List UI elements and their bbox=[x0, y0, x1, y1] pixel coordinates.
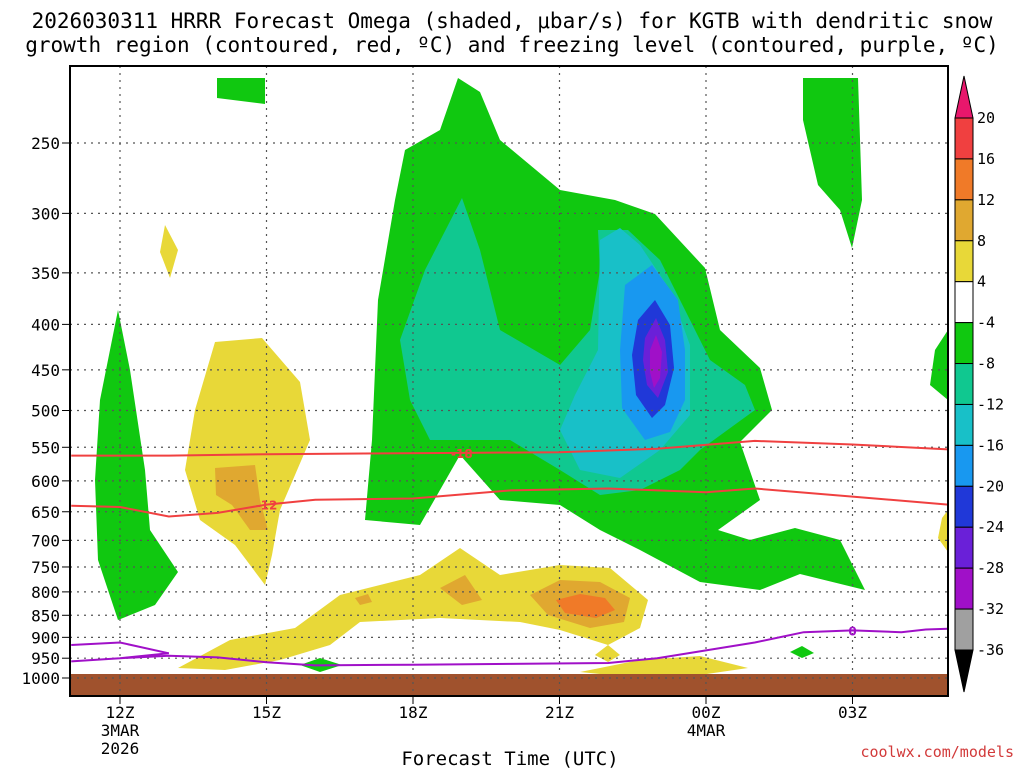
colorbar-level-label: 20 bbox=[977, 109, 995, 127]
omega-area-orange-core bbox=[556, 594, 615, 618]
omega-shading bbox=[70, 78, 948, 696]
colorbar-level-label: -32 bbox=[977, 600, 1004, 618]
y-tick-label: 400 bbox=[31, 315, 60, 334]
colorbar-level-label: 4 bbox=[977, 273, 986, 291]
colorbar-segment bbox=[954, 281, 974, 324]
y-tick-label: 500 bbox=[31, 402, 60, 421]
y-tick-label: 900 bbox=[31, 628, 60, 647]
x-tick-date-label: 4MAR bbox=[687, 721, 726, 740]
omega-area-orange-small bbox=[355, 594, 372, 605]
y-tick-label: 750 bbox=[31, 558, 60, 577]
x-axis-title: Forecast Time (UTC) bbox=[401, 748, 618, 768]
colorbar-segment bbox=[954, 363, 974, 405]
colorbar-level-label: 8 bbox=[977, 232, 986, 250]
omega-area-yellow-right-edge bbox=[938, 510, 948, 552]
x-tick-label: 00Z bbox=[692, 703, 721, 722]
y-axis: 250 300 350 400 450 500 550 600 650 700 750 800 850 9… bbox=[21, 134, 70, 688]
omega-area-yellow-bottom-small bbox=[595, 645, 620, 662]
omega-area-orange-center bbox=[440, 575, 482, 605]
y-tick-label: 950 bbox=[31, 649, 60, 668]
colorbar-top-arrow bbox=[954, 75, 974, 119]
colorbar-level-label: -20 bbox=[977, 477, 1004, 495]
contour-lines: -18 -12 0 bbox=[71, 439, 949, 667]
freezing-level-contour-label: 0 bbox=[848, 624, 856, 638]
dgz-contour-minus18 bbox=[71, 439, 949, 457]
y-tick-label: 650 bbox=[31, 503, 60, 522]
colorbar-level-label: 12 bbox=[977, 191, 995, 209]
chart-title-line-2: growth region (contoured, red, ºC) and f… bbox=[25, 33, 999, 57]
grid-lines bbox=[70, 66, 948, 696]
x-tick-year-label: 2026 bbox=[101, 739, 140, 758]
colorbar-level-label: -36 bbox=[977, 641, 1004, 659]
colorbar-segment bbox=[954, 526, 974, 569]
x-tick-label: 12Z bbox=[106, 703, 135, 722]
colorbar-level-label: -16 bbox=[977, 436, 1004, 454]
colorbar-level-label: -24 bbox=[977, 518, 1004, 536]
colorbar: 20 16 12 8 4 -4 -8 -12 -16 -20 -24 -28 -32 -36 bbox=[954, 75, 1004, 693]
x-tick-date-label: 3MAR bbox=[101, 721, 140, 740]
y-tick-label: 550 bbox=[31, 438, 60, 457]
y-tick-label: 250 bbox=[31, 134, 60, 153]
colorbar-segment bbox=[954, 117, 974, 160]
y-tick-label: 600 bbox=[31, 472, 60, 491]
omega-area-green-small-2 bbox=[790, 646, 814, 658]
colorbar-bottom-arrow bbox=[954, 649, 974, 693]
colorbar-level-label: -4 bbox=[977, 314, 995, 332]
x-tick-label: 15Z bbox=[252, 703, 281, 722]
colorbar-level-label: -8 bbox=[977, 355, 995, 373]
credit-text: coolwx.com/models bbox=[860, 743, 1014, 761]
colorbar-segment bbox=[954, 403, 974, 446]
omega-area-yellow-small bbox=[160, 225, 178, 278]
colorbar-segment bbox=[954, 485, 974, 528]
dgz-contour-minus12-label: -12 bbox=[256, 499, 278, 513]
omega-area-green-topleft bbox=[217, 78, 265, 104]
y-tick-label: 300 bbox=[31, 204, 60, 223]
omega-area-magenta bbox=[650, 335, 662, 388]
dgz-contour-minus18-label: -18 bbox=[451, 447, 473, 461]
omega-area-green-topright bbox=[803, 78, 862, 248]
x-tick-label: 03Z bbox=[838, 703, 867, 722]
dgz-contour-minus12 bbox=[71, 487, 949, 518]
x-tick-label: 18Z bbox=[399, 703, 428, 722]
colorbar-segment bbox=[954, 158, 974, 201]
omega-area-yellow-mid-left bbox=[185, 338, 310, 585]
omega-area-yellow-low bbox=[178, 548, 648, 670]
colorbar-level-label: -12 bbox=[977, 395, 1004, 413]
colorbar-level-label: 16 bbox=[977, 150, 995, 168]
plot-frame bbox=[69, 65, 949, 697]
y-tick-label: 700 bbox=[31, 531, 60, 550]
x-tick-label: 21Z bbox=[545, 703, 574, 722]
colorbar-segment bbox=[954, 322, 974, 365]
y-tick-label: 1000 bbox=[21, 669, 60, 688]
ground-surface bbox=[70, 674, 948, 696]
y-tick-label: 350 bbox=[31, 264, 60, 283]
colorbar-segment bbox=[954, 240, 974, 283]
y-tick-label: 850 bbox=[31, 606, 60, 625]
freezing-level-contour bbox=[71, 627, 949, 667]
colorbar-segment bbox=[954, 608, 974, 651]
chart-title-line-1: 2026030311 HRRR Forecast Omega (shaded, … bbox=[32, 9, 993, 33]
colorbar-segment bbox=[954, 567, 974, 610]
colorbar-level-label: -28 bbox=[977, 559, 1004, 577]
colorbar-segment bbox=[954, 199, 974, 242]
omega-area-green-left-column bbox=[95, 310, 178, 620]
omega-area-orange-left bbox=[215, 465, 268, 530]
y-tick-label: 800 bbox=[31, 583, 60, 602]
colorbar-segment bbox=[954, 444, 974, 487]
omega-area-green-right-edge bbox=[930, 330, 948, 400]
y-tick-label: 450 bbox=[31, 361, 60, 380]
